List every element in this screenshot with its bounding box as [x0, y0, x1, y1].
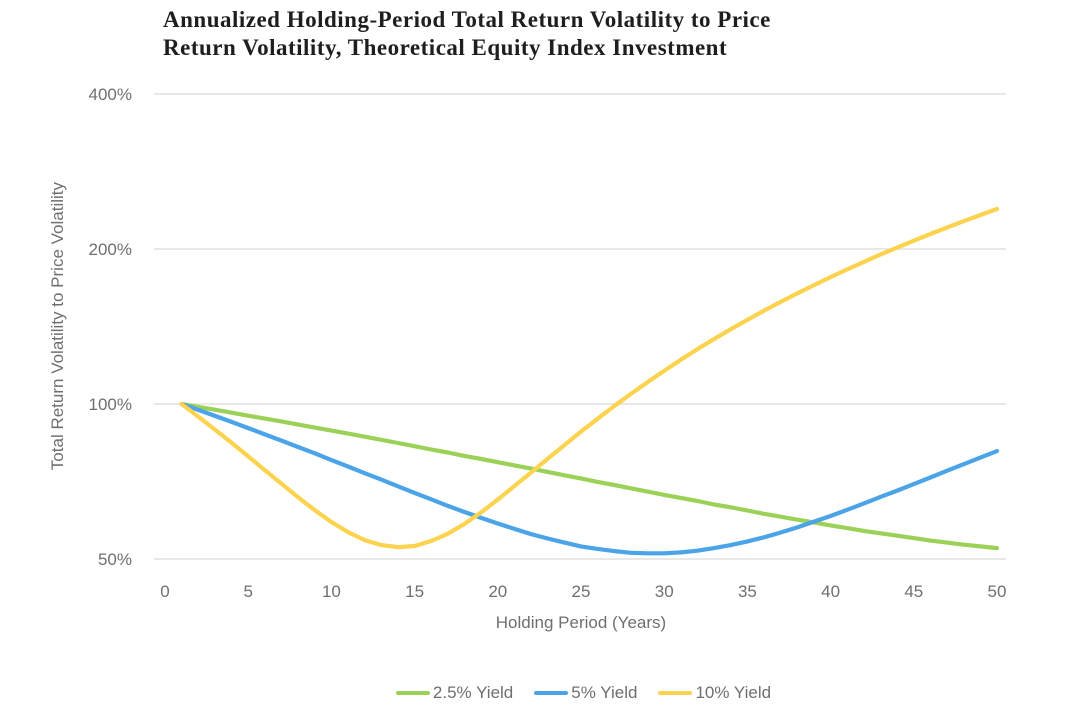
legend-swatch-green-line-icon	[395, 690, 430, 696]
x-axis-title: Holding Period (Years)	[495, 613, 667, 632]
y-tick-label-50: 50%	[98, 550, 132, 569]
series-line-5-yield	[179, 401, 1000, 556]
y-tick-label-100: 100%	[89, 395, 132, 414]
legend-item-5-yield: 5% Yield	[534, 683, 637, 703]
legend-item-2-5-yield: 2.5% Yield	[395, 683, 514, 703]
x-tick-label-50: 50	[988, 582, 1007, 601]
y-tick-label-200: 200%	[89, 240, 132, 259]
x-tick-label-20: 20	[488, 582, 507, 601]
legend-swatch-blue-line-icon	[534, 690, 569, 696]
chart-title-line1: Annualized Holding-Period Total Return V…	[163, 7, 771, 32]
x-tick-label-30: 30	[655, 582, 674, 601]
x-tick-label-35: 35	[738, 582, 757, 601]
series-line-2-5-yield	[179, 401, 1000, 551]
series-line-10-yield	[179, 206, 1000, 550]
legend-swatch-yellow-line-icon	[658, 690, 693, 696]
legend-label-10-yield: 10% Yield	[695, 683, 772, 702]
x-tick-label-15: 15	[405, 582, 424, 601]
x-tick-label-45: 45	[904, 582, 923, 601]
chart-title-line2: Return Volatility, Theoretical Equity In…	[163, 35, 728, 60]
x-tick-label-10: 10	[322, 582, 341, 601]
legend: 2.5% Yield 5% Yield 10% Yield	[38, 683, 1091, 703]
x-tick-label-25: 25	[572, 582, 591, 601]
x-tick-label-40: 40	[821, 582, 840, 601]
legend-item-10-yield: 10% Yield	[658, 683, 771, 703]
chart-title: Annualized Holding-Period Total Return V…	[163, 6, 771, 62]
legend-label-2-5-yield: 2.5% Yield	[432, 683, 514, 702]
legend-label-5-yield: 5% Yield	[571, 683, 638, 702]
y-tick-label-400: 400%	[89, 85, 132, 104]
x-tick-label-0: 0	[160, 582, 169, 601]
x-tick-label-5: 5	[243, 582, 252, 601]
